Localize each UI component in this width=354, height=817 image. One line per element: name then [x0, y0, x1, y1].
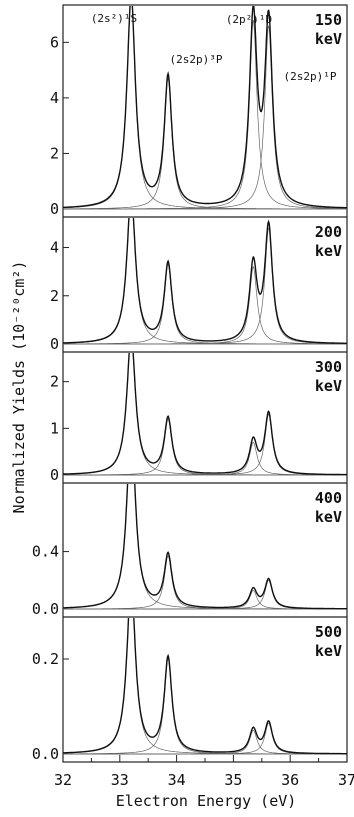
peak-fit-line [63, 441, 347, 476]
peak-fit-line [63, 20, 347, 210]
y-tick-label: 0.0 [32, 745, 59, 763]
peak-fit-line [63, 418, 347, 476]
peak-label: (2s²)¹S [91, 12, 137, 25]
y-tick-label: 0 [50, 466, 59, 484]
peak-fit-line [63, 265, 347, 345]
x-tick-label: 32 [54, 771, 72, 789]
total-fit-line [63, 618, 347, 755]
energy-label-unit: keV [315, 377, 342, 395]
peak-fit-line [63, 413, 347, 476]
y-tick-label: 6 [50, 33, 59, 51]
peak-label: (2p²)¹D [226, 13, 272, 26]
peak-fit-line [63, 227, 347, 345]
x-axis-title: Electron Energy (eV) [116, 792, 297, 810]
panel-curves [63, 218, 347, 345]
panel-curves [63, 484, 347, 610]
total-fit-line [63, 218, 347, 344]
panel-curves [63, 618, 347, 755]
x-axis: 32 33 34 35 36 37 [54, 755, 354, 789]
y-tick-label: 2 [50, 144, 59, 162]
y-tick-label: 0 [50, 335, 59, 353]
plot-frame [62, 4, 348, 763]
panel-curves [63, 353, 347, 476]
peak-fit-line [63, 589, 347, 610]
peak-label: (2s2p)¹P [284, 70, 337, 83]
peak-fit-line [63, 729, 347, 755]
x-tick-label: 37 [338, 771, 354, 789]
x-tick-label: 35 [224, 771, 242, 789]
x-tick-label: 36 [281, 771, 299, 789]
peak-fit-line [63, 25, 347, 210]
y-axis-title: Normalized Yields (10⁻²⁰cm²) [10, 261, 28, 514]
energy-label-value: 500 [315, 623, 342, 641]
peak-labels-layer: (2s²)¹S (2s2p)³P (2p²)¹D (2s2p)¹P [91, 12, 337, 83]
y-tick-label: 0.0 [32, 600, 59, 618]
y-tick-label: 4 [50, 239, 59, 257]
peak-fit-line [63, 484, 347, 610]
y-tick-label: 4 [50, 89, 59, 107]
energy-label-unit: keV [315, 642, 342, 660]
energy-label-value: 200 [315, 223, 342, 241]
y-tick-label: 0.2 [32, 650, 59, 668]
total-fit-line [63, 6, 347, 209]
panel-curves [63, 6, 347, 210]
peak-fit-line [63, 579, 347, 610]
panels-layer: 0246150keV024200keV012300keV0.00.4400keV… [32, 4, 348, 763]
peak-fit-line [63, 77, 347, 210]
y-tick-label: 0.4 [32, 543, 59, 561]
peak-fit-line [63, 657, 347, 755]
y-tick-label: 2 [50, 287, 59, 305]
peak-fit-line [63, 353, 347, 476]
peak-fit-line [63, 6, 347, 210]
peak-label: (2s2p)³P [170, 53, 223, 66]
y-tick-label: 0 [50, 200, 59, 218]
peak-fit-line [63, 722, 347, 755]
energy-label-value: 150 [315, 11, 342, 29]
energy-label-unit: keV [315, 508, 342, 526]
energy-label-unit: keV [315, 30, 342, 48]
energy-label-value: 300 [315, 358, 342, 376]
energy-label-value: 400 [315, 489, 342, 507]
x-tick-label: 33 [111, 771, 129, 789]
y-tick-label: 2 [50, 373, 59, 391]
y-tick-label: 1 [50, 419, 59, 437]
energy-label-unit: keV [315, 242, 342, 260]
peak-fit-line [63, 263, 347, 345]
total-fit-line [63, 484, 347, 610]
x-tick-label: 34 [168, 771, 186, 789]
total-fit-line [63, 353, 347, 476]
